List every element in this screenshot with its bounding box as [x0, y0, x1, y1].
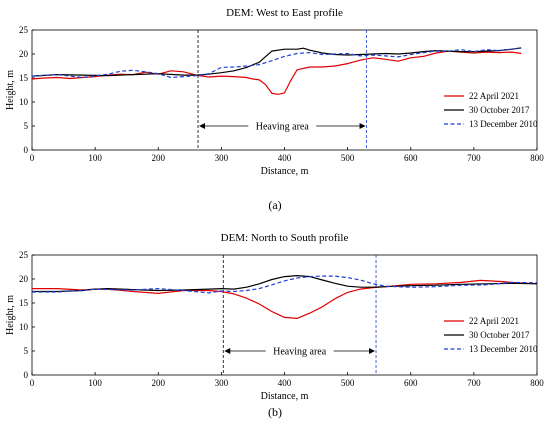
- arrow-head-right: [359, 123, 366, 129]
- legend-label: 13 December 2010: [469, 344, 538, 354]
- arrow-head-left: [224, 348, 231, 354]
- y-tick-label: 20: [19, 274, 29, 284]
- x-tick-label: 800: [530, 378, 544, 388]
- x-tick-label: 300: [215, 153, 229, 163]
- x-tick-label: 600: [404, 153, 418, 163]
- legend-label: 22 April 2021: [469, 91, 519, 101]
- x-tick-label: 200: [152, 378, 166, 388]
- series-line-0: [31, 50, 522, 95]
- chart-title: DEM: West to East profile: [226, 7, 343, 19]
- x-tick-label: 600: [404, 378, 418, 388]
- y-tick-label: 15: [19, 73, 29, 83]
- x-tick-label: 700: [467, 378, 481, 388]
- y-tick-label: 25: [19, 250, 29, 260]
- y-axis-label: Height, m: [5, 295, 16, 335]
- chart-panel-b: DEM: North to South profile 0 100 200 300 400…: [0, 225, 550, 405]
- series-line-0: [32, 279, 538, 320]
- x-axis-label: Distance, m: [261, 166, 309, 177]
- x-tick-label: 100: [88, 153, 102, 163]
- legend-label: 30 October 2017: [469, 330, 530, 340]
- y-tick-label: 25: [19, 25, 29, 35]
- chart-a-caption: (a): [268, 198, 282, 212]
- series-line-1: [32, 274, 538, 293]
- y-tick-label: 15: [19, 298, 29, 308]
- x-tick-label: 400: [278, 378, 292, 388]
- y-axis-label: Height, m: [5, 70, 16, 110]
- x-tick-label: 200: [152, 153, 166, 163]
- x-tick-label: 300: [215, 378, 229, 388]
- series-line-1: [31, 47, 522, 77]
- chart-title: DEM: North to South profile: [221, 232, 349, 244]
- heaving-area-label: Heaving area: [273, 347, 327, 358]
- x-axis-label: Distance, m: [261, 391, 309, 402]
- x-tick-label: 0: [30, 378, 35, 388]
- x-tick-label: 700: [467, 153, 481, 163]
- series-line-2: [31, 47, 522, 79]
- y-tick-label: 5: [24, 121, 29, 131]
- y-tick-label: 10: [19, 97, 29, 107]
- x-tick-label: 400: [278, 153, 292, 163]
- x-tick-label: 0: [30, 153, 35, 163]
- x-tick-label: 500: [341, 153, 355, 163]
- y-tick-label: 0: [24, 145, 29, 155]
- series-line-2: [32, 275, 538, 294]
- x-tick-label: 500: [341, 378, 355, 388]
- legend-label: 30 October 2017: [469, 105, 530, 115]
- legend-label: 22 April 2021: [469, 316, 519, 326]
- legend-label: 13 December 2010: [469, 119, 538, 129]
- chart-b-caption: (b): [268, 405, 282, 419]
- y-tick-label: 0: [24, 370, 29, 380]
- chart-panel-a: DEM: West to East profile 0 100 200 300 400 50…: [0, 0, 550, 180]
- x-tick-label: 800: [530, 153, 544, 163]
- arrow-head-left: [199, 123, 206, 129]
- y-tick-label: 10: [19, 322, 29, 332]
- y-tick-label: 20: [19, 49, 29, 59]
- heaving-area-label: Heaving area: [256, 122, 310, 133]
- x-tick-label: 100: [88, 378, 102, 388]
- y-tick-label: 5: [24, 346, 29, 356]
- arrow-head-right: [369, 348, 376, 354]
